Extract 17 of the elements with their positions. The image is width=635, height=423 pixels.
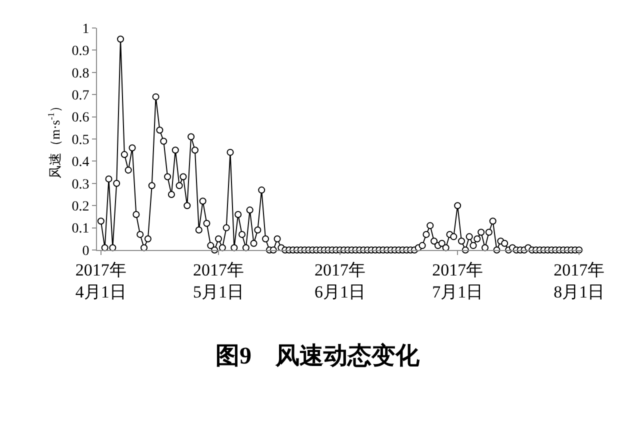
- y-tick-label: 0: [82, 244, 90, 259]
- y-tick-label: 0.3: [72, 177, 90, 192]
- y-tick-label: 0.4: [72, 155, 90, 170]
- y-tick-label: 0.7: [72, 88, 90, 104]
- x-tick-label: 2017年 6月1日: [314, 260, 366, 302]
- text: 图9 风速动态变化: [216, 342, 420, 370]
- y-tick-label: 0.6: [72, 110, 90, 126]
- x-tick-label: 2017年 4月1日: [75, 260, 126, 302]
- y-tick-label: 0.5: [72, 132, 90, 148]
- x-tick-label: 2017年 7月1日: [432, 260, 484, 302]
- y-tick-label: 0.1: [72, 222, 90, 237]
- y-tick-label: 0.9: [72, 44, 90, 60]
- y-tick-label: 1: [82, 22, 90, 37]
- x-tick-label: 2017年 8月1日: [554, 260, 605, 302]
- x-tick-label: 2017年 5月1日: [193, 260, 244, 302]
- y-tick-label: 0.2: [72, 200, 90, 214]
- y-tick-label: 0.8: [72, 66, 90, 82]
